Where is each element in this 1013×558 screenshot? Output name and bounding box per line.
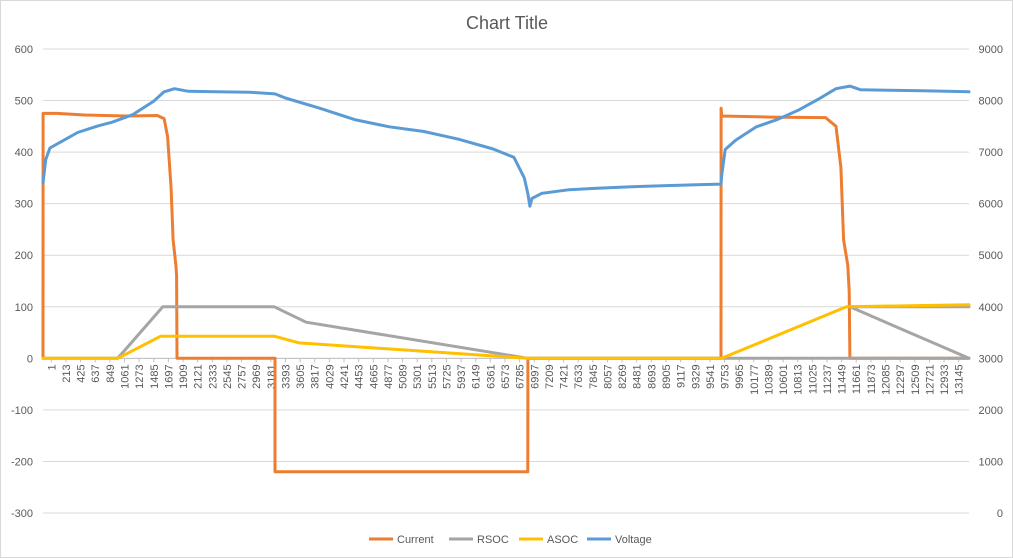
x-tick-label: 1909 [178,364,190,388]
x-tick-label: 13145 [954,364,966,395]
legend-label-rsoc: RSOC [477,534,509,546]
series-line-asoc [41,303,971,360]
x-tick-label: 8057 [602,364,614,388]
x-tick-label: 6997 [529,364,541,388]
y-tick-label-right: 3000 [979,353,1003,365]
x-tick-label: 9753 [720,364,732,388]
y-tick-label-left: -200 [11,456,33,468]
x-tick-label: 4241 [339,364,351,388]
x-tick-label: 4029 [324,364,336,388]
y-tick-label-right: 2000 [979,405,1003,417]
x-tick-label: 637 [90,364,102,382]
x-tick-label: 7633 [573,364,585,388]
x-tick-label: 5301 [412,364,424,388]
x-tick-label: 9965 [734,364,746,388]
x-tick-label: 213 [61,364,73,382]
legend: Current RSOC ASOC Voltage [369,534,652,546]
x-tick-label: 9329 [690,364,702,388]
y-tick-label-left: -300 [11,508,33,520]
x-tick-label: 2121 [193,364,205,388]
x-tick-label: 11661 [851,364,863,394]
y-tick-label-left: -100 [11,405,33,417]
series-line-current [41,106,971,474]
x-tick-label: 10601 [778,364,790,395]
y-tick-label-left: 0 [27,353,33,365]
x-tick-label: 1697 [163,364,175,388]
x-tick-label: 10389 [763,364,775,395]
x-tick-label: 11449 [837,364,849,394]
x-tick-label: 8905 [661,364,673,388]
y-tick-label-right: 6000 [979,199,1003,211]
x-tick-label: 3605 [295,364,307,388]
x-tick-label: 8693 [646,364,658,388]
x-tick-label: 5937 [456,364,468,388]
y-tick-label-right: 8000 [979,96,1003,108]
x-tick-label: 10177 [749,364,761,395]
x-tick-label: 2969 [251,364,263,388]
x-tick-label: 12509 [910,364,922,395]
y-tick-label-right: 9000 [979,44,1003,56]
x-tick-label: 4877 [383,364,395,388]
y-tick-label-left: 400 [15,147,33,159]
y-tick-label-left: 600 [15,44,33,56]
x-tick-label: 5725 [441,364,453,388]
y-tick-label-right: 5000 [979,250,1003,262]
x-tick-label: 6149 [471,364,483,388]
x-tick-label: 6361 [485,364,497,388]
y-tick-label-right: 7000 [979,147,1003,159]
x-tick-label: 8481 [632,364,644,388]
y-tick-label-right: 4000 [979,302,1003,314]
x-tick-label: 425 [76,364,88,382]
x-tick-label: 12721 [924,364,936,395]
x-tick-label: 11025 [807,364,819,394]
series-line-voltage [41,84,971,208]
x-tick-label: 8269 [617,364,629,388]
legend-label-asoc: ASOC [547,534,578,546]
x-tick-label: 1273 [134,364,146,388]
x-tick-label: 2333 [207,364,219,388]
y-tick-label-left: 500 [15,96,33,108]
x-tick-label: 7209 [544,364,556,388]
x-tick-label: 12297 [895,364,907,395]
x-axis: 1 213 425 637 849 1061 1273 1485 1697 1909 2121 233… [43,357,969,395]
x-tick-label: 9541 [705,364,717,388]
x-tick-label: 2545 [222,364,234,388]
x-tick-label: 4665 [368,364,380,388]
y-tick-label-left: 300 [15,199,33,211]
x-tick-label: 7421 [559,364,571,388]
x-tick-label: 4453 [354,364,366,388]
gridlines [43,48,969,514]
x-tick-label: 1061 [119,364,131,388]
x-tick-label: 12085 [881,364,893,395]
legend-label-current: Current [397,534,434,546]
x-tick-label: 3393 [280,364,292,388]
x-tick-label: 12933 [939,364,951,395]
x-tick-label: 10813 [793,364,805,395]
y-tick-label-right: 1000 [979,456,1003,468]
x-tick-label: 7845 [588,364,600,388]
legend-label-voltage: Voltage [615,534,652,546]
x-tick-label: 9117 [676,364,688,388]
y-tick-label-left: 100 [15,302,33,314]
x-tick-label: 6785 [515,364,527,388]
chart-title: Chart Title [466,13,548,33]
y-axis-right: 9000 8000 7000 6000 5000 4000 3000 2000 1000 0 [979,44,1003,520]
series-lines [41,84,971,474]
x-tick-label: 6573 [500,364,512,388]
x-tick-label: 11237 [822,364,834,394]
x-tick-label: 5513 [427,364,439,388]
x-tick-label: 849 [105,364,117,382]
series-line-rsoc [41,305,971,360]
x-tick-label: 5089 [398,364,410,388]
x-tick-label: 1 [46,364,58,370]
x-tick-label: 1485 [149,364,161,388]
y-tick-label-right: 0 [997,508,1003,520]
y-axis-left: 600 500 400 300 200 100 0 -100 -200 -300 [11,44,33,520]
x-tick-label: 11873 [866,364,878,394]
x-tick-label: 2757 [237,364,249,388]
y-tick-label-left: 200 [15,250,33,262]
x-tick-label: 3817 [310,364,322,388]
